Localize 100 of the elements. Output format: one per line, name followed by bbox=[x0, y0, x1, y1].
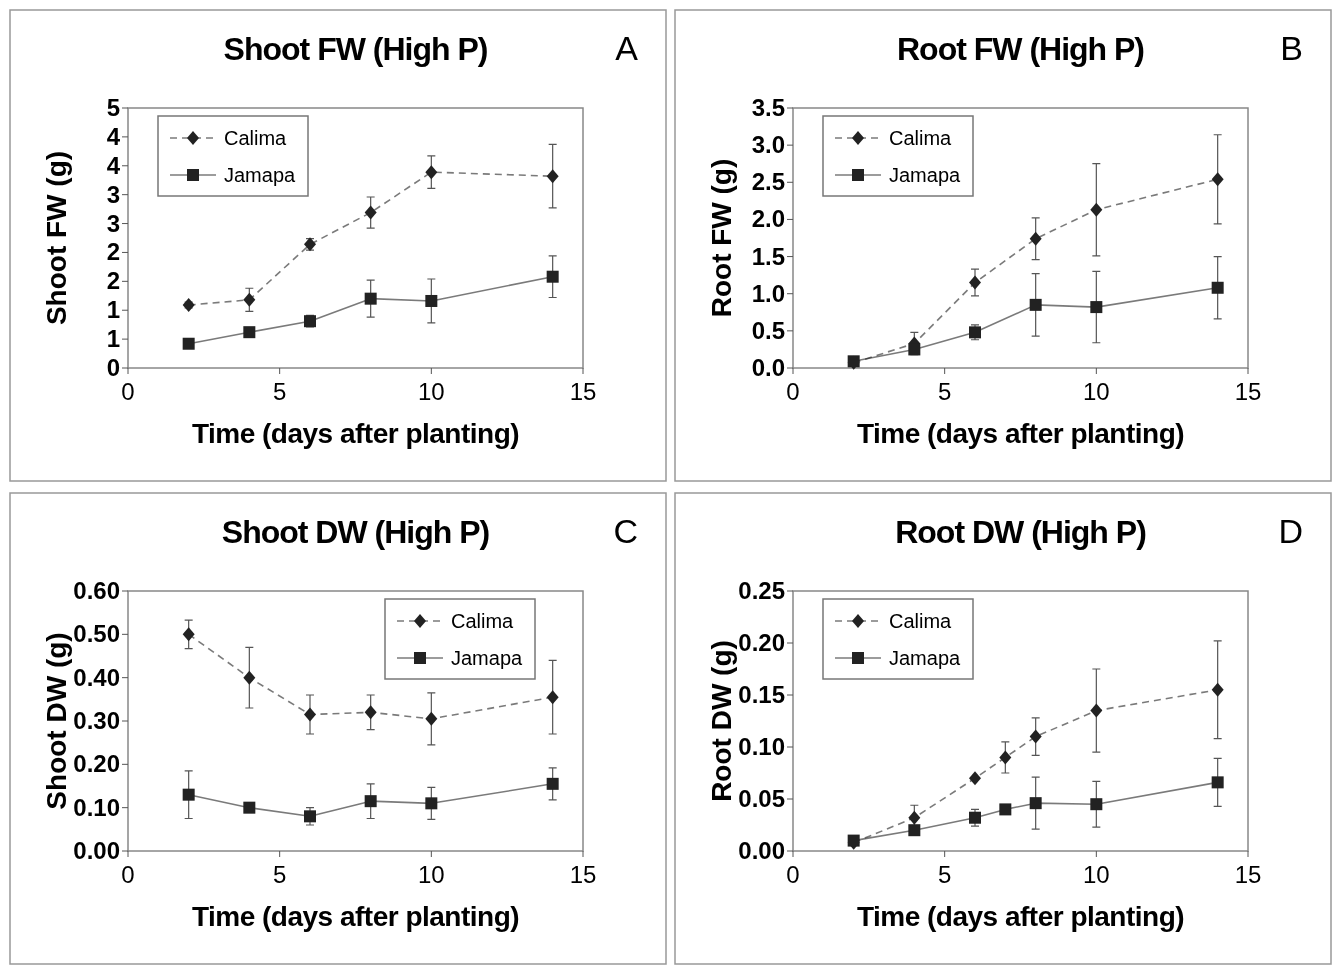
text: B bbox=[1280, 29, 1303, 67]
y-tick-label: 1 bbox=[106, 325, 120, 353]
y-tick-label: 0.10 bbox=[738, 733, 785, 760]
y-tick-label: 0.05 bbox=[738, 785, 785, 812]
point bbox=[908, 810, 921, 825]
x-tick-label: 10 bbox=[417, 378, 445, 405]
y-tick-label: 2 bbox=[106, 238, 120, 266]
point bbox=[182, 337, 195, 350]
point bbox=[364, 705, 377, 720]
y-tick-label: 3 bbox=[106, 180, 120, 208]
x-axis-title: Time (days after planting) bbox=[191, 418, 520, 449]
point bbox=[1211, 682, 1224, 697]
point bbox=[182, 627, 195, 642]
x-axis-title: Time (days after planting) bbox=[191, 901, 520, 932]
point bbox=[999, 750, 1012, 765]
text: D bbox=[1278, 512, 1303, 550]
y-tick-label: 0.40 bbox=[73, 663, 120, 691]
x-tick-label: 15 bbox=[569, 861, 597, 888]
y-tick-label: 0.00 bbox=[73, 837, 120, 864]
point bbox=[243, 670, 256, 685]
point bbox=[1090, 301, 1103, 314]
y-tick-label: 2 bbox=[106, 267, 120, 295]
point bbox=[1211, 776, 1224, 789]
x-axis-title: Time (days after planting) bbox=[856, 418, 1185, 449]
y-tick-label: 0.50 bbox=[73, 620, 120, 648]
point bbox=[1211, 281, 1224, 294]
point bbox=[546, 690, 559, 705]
y-axis-title: Root DW (g) bbox=[706, 640, 737, 802]
y-tick-label: 0.5 bbox=[751, 316, 785, 344]
y-tick-label: 0.10 bbox=[73, 793, 120, 821]
x-tick-label: 10 bbox=[1082, 861, 1110, 888]
y-tick-label: 0.0 bbox=[751, 354, 785, 381]
y-tick-label: 1 bbox=[106, 296, 120, 324]
x-tick-label: 15 bbox=[1234, 861, 1262, 888]
x-tick-label: 10 bbox=[417, 861, 445, 888]
x-tick-label: 5 bbox=[272, 861, 287, 888]
y-axis-title: Shoot DW (g) bbox=[41, 632, 72, 810]
legend-label: Jamapa bbox=[224, 164, 297, 186]
text: C bbox=[613, 512, 638, 550]
y-tick-label: 1.5 bbox=[751, 242, 785, 270]
x-tick-label: 15 bbox=[1234, 378, 1262, 405]
point bbox=[182, 788, 195, 801]
point bbox=[546, 169, 559, 184]
y-tick-label: 1.0 bbox=[751, 279, 785, 307]
point bbox=[546, 777, 559, 790]
y-tick-label: 3.0 bbox=[751, 131, 785, 159]
point bbox=[364, 795, 377, 808]
legend-label: Jamapa bbox=[889, 164, 962, 186]
x-tick-label: 5 bbox=[272, 378, 287, 405]
chart-title: Shoot FW (High P) bbox=[223, 31, 488, 67]
legend-label: Jamapa bbox=[451, 647, 524, 669]
point bbox=[969, 771, 981, 786]
point bbox=[243, 801, 256, 814]
legend-label: Calima bbox=[889, 127, 953, 149]
legend-label: Jamapa bbox=[889, 647, 962, 669]
point bbox=[1090, 798, 1103, 811]
y-tick-label: 0.30 bbox=[73, 707, 120, 734]
x-tick-label: 10 bbox=[1082, 378, 1110, 405]
point bbox=[1029, 231, 1042, 246]
chart-title: Shoot DW (High P) bbox=[221, 514, 490, 550]
point bbox=[425, 711, 438, 726]
y-tick-label: 0 bbox=[106, 354, 120, 381]
legend-label: Calima bbox=[224, 127, 288, 149]
point bbox=[1029, 797, 1042, 810]
chart-title: Root FW (High P) bbox=[896, 31, 1145, 67]
y-tick-label: 3.5 bbox=[751, 94, 785, 121]
y-tick-label: 0.25 bbox=[738, 577, 785, 604]
point bbox=[364, 205, 377, 220]
point bbox=[1090, 202, 1103, 217]
point bbox=[1029, 298, 1042, 311]
y-axis-title: Shoot FW (g) bbox=[41, 150, 72, 326]
y-tick-label: 3 bbox=[106, 209, 120, 237]
point bbox=[182, 298, 195, 313]
point bbox=[999, 803, 1012, 816]
point bbox=[1211, 172, 1224, 187]
point bbox=[425, 797, 438, 810]
point bbox=[364, 292, 377, 305]
point bbox=[243, 292, 256, 307]
chart-title: Root DW (High P) bbox=[895, 514, 1147, 550]
point bbox=[546, 270, 559, 283]
point bbox=[304, 707, 316, 722]
y-tick-label: 4 bbox=[106, 122, 121, 150]
point bbox=[243, 326, 256, 339]
point bbox=[969, 275, 981, 290]
point bbox=[425, 165, 438, 180]
x-tick-label: 5 bbox=[937, 378, 952, 405]
point bbox=[908, 824, 921, 837]
y-tick-label: 0.15 bbox=[738, 681, 785, 708]
point bbox=[1090, 703, 1103, 718]
y-tick-label: 0.00 bbox=[738, 837, 785, 864]
y-tick-label: 5 bbox=[106, 94, 120, 121]
legend-label: Calima bbox=[451, 610, 515, 632]
y-tick-label: 4 bbox=[106, 151, 121, 179]
x-axis-title: Time (days after planting) bbox=[856, 901, 1185, 932]
y-tick-label: 2.5 bbox=[751, 168, 785, 196]
y-tick-label: 0.20 bbox=[73, 750, 120, 778]
point bbox=[908, 343, 921, 356]
x-tick-label: 5 bbox=[937, 861, 952, 888]
text: A bbox=[615, 29, 639, 67]
point bbox=[1029, 729, 1042, 744]
